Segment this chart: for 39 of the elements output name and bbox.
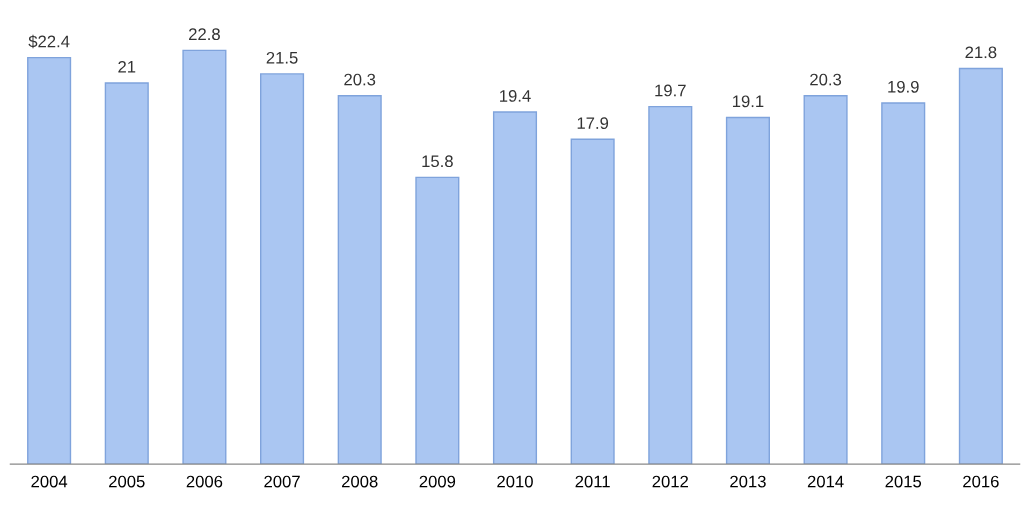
data-label: 21 <box>118 60 136 73</box>
x-tick-label: 2009 <box>419 475 456 488</box>
bar <box>182 49 227 465</box>
bar <box>958 67 1003 465</box>
data-label: 22.8 <box>189 28 220 41</box>
bar <box>337 95 382 465</box>
bar <box>260 73 305 465</box>
x-tick-label: 2008 <box>342 475 378 488</box>
bar <box>570 138 615 465</box>
data-label: 19.4 <box>500 89 531 102</box>
data-label: 20.3 <box>810 73 842 86</box>
data-label: 19.9 <box>888 80 919 93</box>
x-tick-label: 2013 <box>730 475 766 488</box>
x-tick-label: 2004 <box>31 475 68 488</box>
x-tick-label: 2011 <box>575 475 610 488</box>
bar <box>803 95 848 465</box>
data-label: 15.8 <box>422 155 453 168</box>
bar <box>725 116 770 465</box>
data-label: 17.9 <box>577 117 609 130</box>
data-label: 19.7 <box>655 84 686 97</box>
x-tick-label: 2015 <box>885 475 922 488</box>
bar <box>415 176 460 465</box>
data-label: 19.1 <box>732 95 764 108</box>
data-label: $22.4 <box>28 34 70 49</box>
data-label: 20.3 <box>344 73 376 86</box>
bar <box>648 105 693 465</box>
data-label: 21.5 <box>266 51 298 64</box>
x-tick-label: 2010 <box>497 475 533 488</box>
x-tick-label: 2007 <box>264 475 300 488</box>
x-tick-label: 2005 <box>109 475 145 488</box>
data-label: 21.8 <box>965 46 997 59</box>
x-tick-label: 2006 <box>186 475 223 488</box>
x-tick-label: 2012 <box>652 475 688 488</box>
bar <box>492 111 538 465</box>
bar <box>881 102 926 465</box>
x-tick-label: 2014 <box>807 475 844 488</box>
bar <box>104 82 149 465</box>
bar <box>27 56 72 465</box>
x-tick-label: 2016 <box>963 475 999 488</box>
